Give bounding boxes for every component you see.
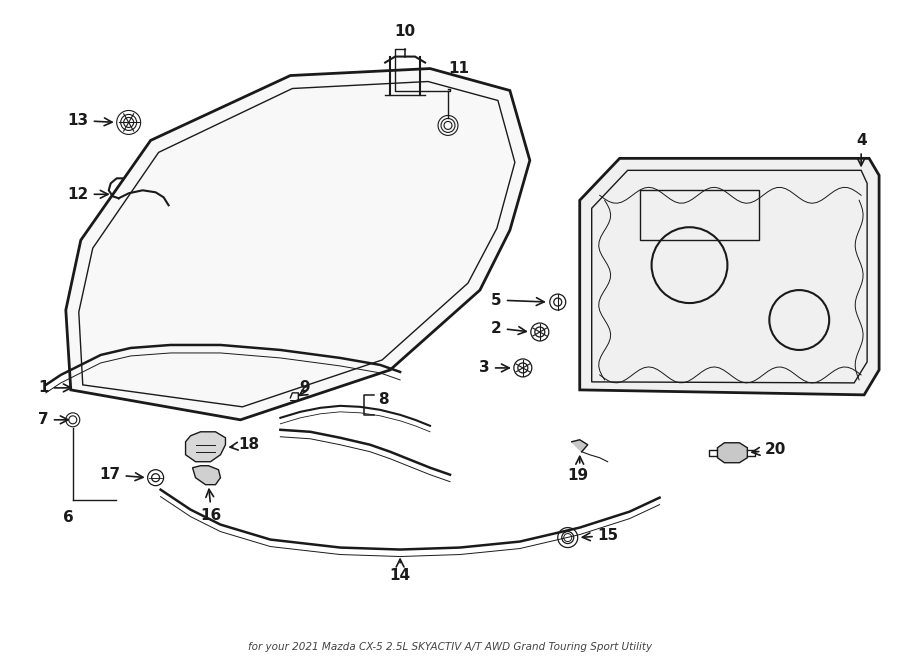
- Text: 8: 8: [378, 393, 389, 407]
- Text: 13: 13: [68, 113, 112, 128]
- Text: 18: 18: [230, 438, 259, 452]
- Text: 6: 6: [63, 510, 74, 524]
- Text: 20: 20: [752, 442, 786, 457]
- Text: 4: 4: [856, 133, 867, 166]
- Text: 12: 12: [68, 187, 108, 202]
- Polygon shape: [717, 443, 747, 463]
- Polygon shape: [580, 158, 879, 395]
- Text: 7: 7: [38, 412, 68, 427]
- Text: 1: 1: [39, 381, 71, 395]
- Polygon shape: [193, 465, 220, 485]
- Text: 9: 9: [300, 381, 310, 395]
- Text: 2: 2: [491, 320, 526, 336]
- Text: 11: 11: [448, 61, 469, 76]
- Text: 15: 15: [582, 528, 619, 543]
- Text: 19: 19: [567, 468, 589, 483]
- Polygon shape: [66, 69, 530, 420]
- Text: 5: 5: [491, 293, 544, 308]
- Text: 3: 3: [480, 360, 509, 375]
- Text: 16: 16: [200, 508, 221, 522]
- Text: 14: 14: [390, 567, 410, 583]
- Text: 10: 10: [394, 24, 416, 38]
- Polygon shape: [572, 440, 588, 451]
- Polygon shape: [185, 432, 226, 461]
- Text: 17: 17: [100, 467, 143, 482]
- Text: for your 2021 Mazda CX-5 2.5L SKYACTIV A/T AWD Grand Touring Sport Utility: for your 2021 Mazda CX-5 2.5L SKYACTIV A…: [248, 642, 652, 652]
